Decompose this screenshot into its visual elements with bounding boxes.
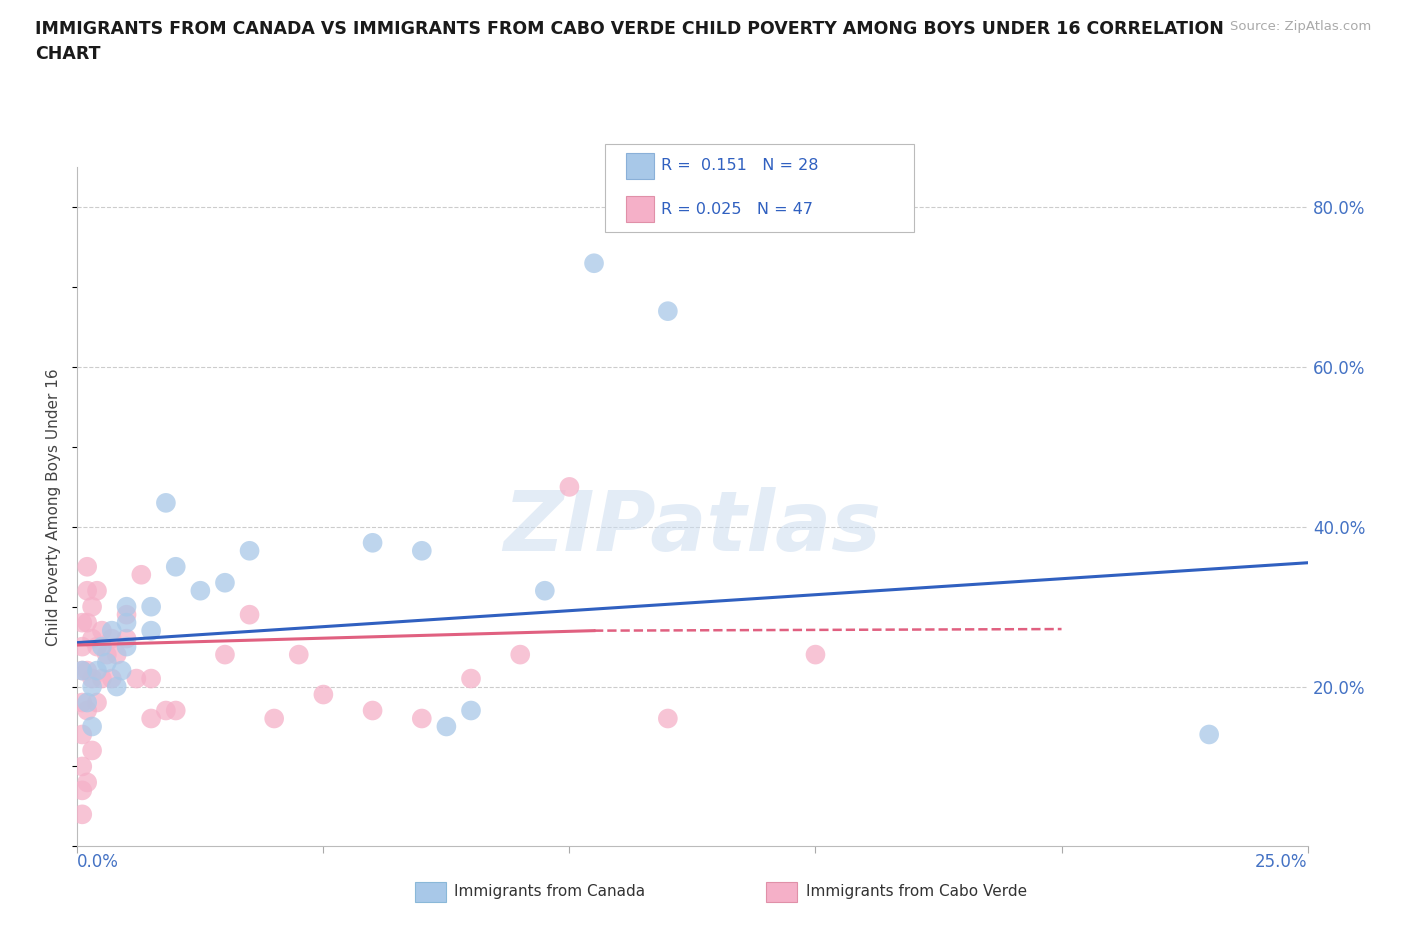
Point bbox=[105, 679, 128, 694]
Point bbox=[101, 623, 124, 638]
Point bbox=[86, 695, 108, 710]
Point bbox=[141, 623, 163, 638]
Point bbox=[657, 304, 679, 319]
Point bbox=[76, 775, 98, 790]
Point bbox=[155, 496, 177, 511]
Point bbox=[90, 671, 114, 686]
Text: R = 0.025   N = 47: R = 0.025 N = 47 bbox=[661, 202, 813, 217]
Text: 25.0%: 25.0% bbox=[1256, 853, 1308, 870]
Point bbox=[239, 543, 262, 558]
Point bbox=[76, 583, 98, 598]
Point bbox=[70, 663, 93, 678]
Y-axis label: Child Poverty Among Boys Under 16: Child Poverty Among Boys Under 16 bbox=[46, 368, 62, 645]
Point bbox=[214, 576, 236, 591]
Point bbox=[361, 703, 384, 718]
Point bbox=[111, 663, 132, 678]
Point bbox=[70, 616, 93, 631]
Point bbox=[86, 663, 108, 678]
Point bbox=[165, 559, 187, 574]
Point bbox=[96, 647, 118, 662]
Point bbox=[125, 671, 148, 686]
Point bbox=[70, 639, 93, 654]
Text: Immigrants from Cabo Verde: Immigrants from Cabo Verde bbox=[806, 884, 1026, 899]
Point bbox=[460, 703, 482, 718]
Point bbox=[411, 711, 433, 726]
Point bbox=[70, 727, 93, 742]
Text: ZIPatlas: ZIPatlas bbox=[503, 486, 882, 567]
Point bbox=[804, 647, 827, 662]
Point bbox=[82, 599, 104, 614]
Point bbox=[86, 583, 108, 598]
Point bbox=[141, 671, 163, 686]
Point bbox=[509, 647, 531, 662]
Point bbox=[76, 703, 98, 718]
Text: IMMIGRANTS FROM CANADA VS IMMIGRANTS FROM CABO VERDE CHILD POVERTY AMONG BOYS UN: IMMIGRANTS FROM CANADA VS IMMIGRANTS FRO… bbox=[35, 20, 1225, 38]
Point bbox=[70, 759, 93, 774]
Point bbox=[657, 711, 679, 726]
Point bbox=[141, 599, 163, 614]
Point bbox=[70, 783, 93, 798]
Point bbox=[115, 607, 138, 622]
Point bbox=[288, 647, 311, 662]
Point bbox=[115, 639, 138, 654]
Text: Immigrants from Canada: Immigrants from Canada bbox=[454, 884, 645, 899]
Point bbox=[82, 631, 104, 646]
Point bbox=[190, 583, 212, 598]
Point bbox=[155, 703, 177, 718]
Point bbox=[141, 711, 163, 726]
Point bbox=[76, 663, 98, 678]
Point bbox=[70, 807, 93, 822]
Point bbox=[90, 639, 114, 654]
Point bbox=[76, 616, 98, 631]
Text: 0.0%: 0.0% bbox=[77, 853, 120, 870]
Point bbox=[263, 711, 285, 726]
Point bbox=[131, 567, 153, 582]
Point bbox=[82, 719, 104, 734]
Point bbox=[70, 663, 93, 678]
Point bbox=[534, 583, 557, 598]
Text: Source: ZipAtlas.com: Source: ZipAtlas.com bbox=[1230, 20, 1371, 33]
Point bbox=[460, 671, 482, 686]
Point bbox=[96, 655, 118, 670]
Point bbox=[239, 607, 262, 622]
Point bbox=[558, 480, 581, 495]
Point bbox=[105, 647, 128, 662]
Point bbox=[411, 543, 433, 558]
Point bbox=[583, 256, 606, 271]
Point bbox=[115, 616, 138, 631]
Point bbox=[82, 671, 104, 686]
Point bbox=[1198, 727, 1220, 742]
Point bbox=[76, 559, 98, 574]
Point bbox=[82, 679, 104, 694]
Point bbox=[312, 687, 335, 702]
Point bbox=[115, 631, 138, 646]
Point bbox=[115, 599, 138, 614]
Point bbox=[361, 536, 384, 551]
Text: R =  0.151   N = 28: R = 0.151 N = 28 bbox=[661, 158, 818, 173]
Point bbox=[76, 695, 98, 710]
Point bbox=[101, 671, 124, 686]
Point bbox=[70, 695, 93, 710]
Point bbox=[101, 631, 124, 646]
Point bbox=[90, 623, 114, 638]
Point bbox=[436, 719, 458, 734]
Point bbox=[82, 743, 104, 758]
Point bbox=[214, 647, 236, 662]
Text: CHART: CHART bbox=[35, 45, 101, 62]
Point bbox=[165, 703, 187, 718]
Point bbox=[86, 639, 108, 654]
